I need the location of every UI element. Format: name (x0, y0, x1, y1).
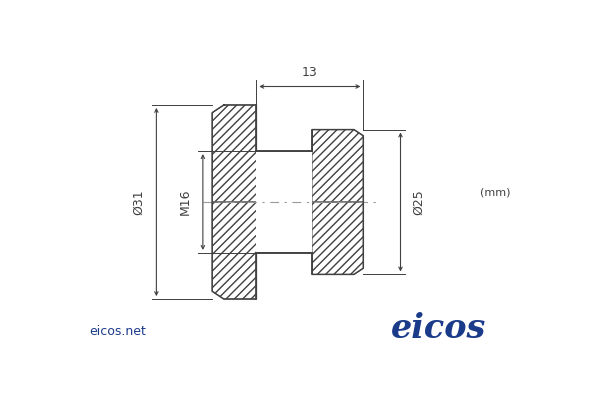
Text: Ø31: Ø31 (132, 189, 145, 215)
Polygon shape (212, 203, 364, 299)
Text: Ø25: Ø25 (412, 189, 425, 215)
Polygon shape (256, 151, 312, 253)
Text: M16: M16 (178, 189, 191, 215)
Text: 13: 13 (302, 66, 318, 79)
Text: (mm): (mm) (479, 188, 510, 198)
Text: eicos: eicos (391, 312, 487, 345)
Text: eicos.net: eicos.net (89, 325, 146, 338)
Polygon shape (212, 105, 364, 201)
